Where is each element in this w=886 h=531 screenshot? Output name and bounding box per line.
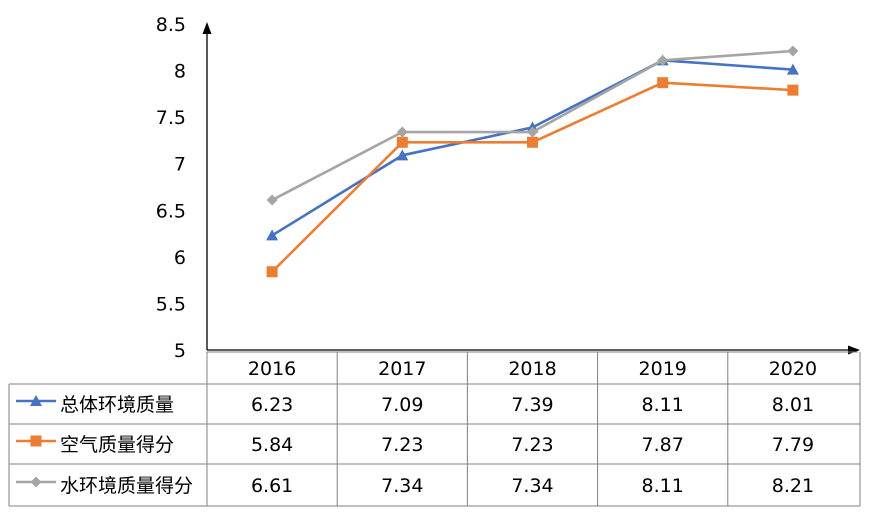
y-tick-label: 5	[174, 340, 186, 362]
legend-key-marker	[30, 395, 42, 406]
data-table-value: 7.09	[381, 394, 423, 416]
x-axis-arrow-icon	[848, 345, 860, 355]
chart-axes: 5 5.5 6 6.5 7 7.5 8 8.5	[156, 14, 860, 362]
data-point-marker	[266, 194, 278, 206]
data-table-value: 8.11	[642, 475, 684, 497]
data-table-value: 6.61	[251, 475, 293, 497]
data-point-marker	[787, 45, 799, 57]
legend-label: 总体环境质量	[60, 394, 174, 416]
data-table-value: 7.23	[511, 434, 553, 456]
y-tick-label: 6	[174, 247, 186, 269]
data-point-marker	[266, 229, 279, 241]
y-tick-label: 8.5	[156, 14, 186, 36]
data-table-value: 7.79	[772, 434, 814, 456]
data-point-marker	[527, 136, 538, 148]
category-label: 2020	[769, 358, 817, 380]
data-table-value: 7.39	[511, 394, 553, 416]
data-point-marker	[396, 136, 408, 148]
data-table: 2016 2017 2018 2019 2020 总体环境质量 6.23 7.09 7.39 8.…	[8, 351, 861, 507]
series-2	[266, 77, 799, 278]
legend-key-marker	[30, 435, 42, 447]
data-point-marker	[527, 126, 538, 138]
data-point-marker	[396, 149, 409, 161]
data-point-marker	[786, 63, 799, 75]
legend-label: 水环境质量得分	[60, 475, 193, 497]
y-tick-label: 6.5	[156, 200, 186, 222]
y-tick-label: 5.5	[156, 293, 186, 315]
y-tick-label: 7.5	[156, 107, 186, 129]
data-table-value: 5.84	[251, 434, 293, 456]
data-table-value: 6.23	[251, 394, 293, 416]
data-table-value: 7.23	[381, 434, 423, 456]
series-3	[266, 45, 799, 206]
data-table-value: 7.34	[511, 475, 553, 497]
data-table-value: 8.11	[642, 394, 684, 416]
y-tick-label: 7	[174, 154, 186, 176]
legend-key-marker	[30, 476, 42, 488]
y-axis-arrow-icon	[202, 22, 212, 34]
series-layer	[266, 45, 799, 278]
category-label: 2016	[248, 358, 296, 380]
category-label: 2017	[378, 358, 426, 380]
series-line	[271, 81, 793, 273]
category-label: 2018	[508, 358, 556, 380]
y-tick-label: 8	[174, 61, 186, 83]
data-point-marker	[396, 126, 408, 138]
data-table-value: 7.87	[642, 434, 684, 456]
data-point-marker	[787, 84, 799, 96]
data-point-marker	[657, 77, 669, 89]
category-label: 2019	[639, 358, 687, 380]
data-table-value: 8.01	[772, 394, 814, 416]
data-point-marker	[266, 266, 278, 278]
data-table-value: 7.34	[381, 475, 423, 497]
legend-label: 空气质量得分	[60, 434, 174, 456]
data-point-marker	[657, 54, 669, 66]
data-table-value: 8.21	[772, 475, 814, 497]
